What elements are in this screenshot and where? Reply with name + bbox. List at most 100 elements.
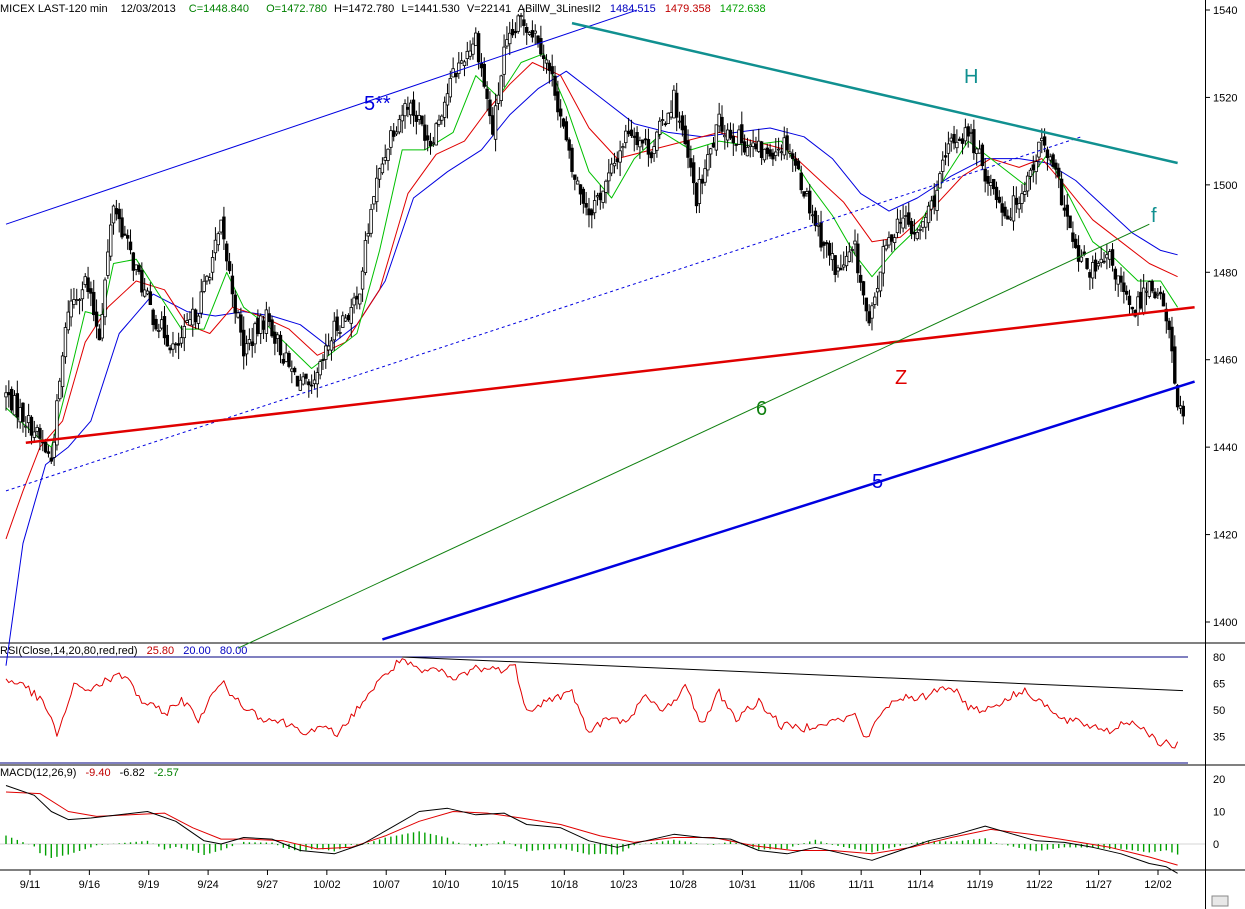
candle xyxy=(312,370,317,389)
candle xyxy=(691,155,696,195)
rsi-line xyxy=(5,658,1179,749)
candle xyxy=(592,190,597,220)
trendline-blue-1 xyxy=(5,136,1082,492)
candle xyxy=(533,24,537,45)
candle xyxy=(162,305,167,345)
rsi-tick-label: 50 xyxy=(1213,705,1225,717)
candle xyxy=(63,322,68,364)
candle xyxy=(615,151,619,170)
candle xyxy=(406,96,410,118)
candle xyxy=(558,99,563,128)
rsi-line xyxy=(5,658,1179,749)
candle xyxy=(604,179,608,204)
rsi-header: RSI(Close,14,20,80,red,red) 25.80 20.00 … xyxy=(0,645,247,657)
header-ma-green: 1472.638 xyxy=(720,3,766,15)
candle xyxy=(386,148,390,171)
candle xyxy=(952,125,956,150)
candle xyxy=(573,174,577,191)
candle xyxy=(997,190,1002,204)
candle xyxy=(655,130,659,158)
candle xyxy=(963,118,968,146)
candle xyxy=(281,353,286,366)
candle xyxy=(1150,279,1154,294)
candle xyxy=(850,246,854,263)
candle xyxy=(97,324,102,341)
candle xyxy=(686,129,690,169)
candle xyxy=(632,127,636,152)
candle xyxy=(510,19,515,38)
candle xyxy=(745,137,750,157)
candle xyxy=(966,123,970,148)
candle xyxy=(454,71,458,84)
candle xyxy=(346,313,351,322)
header-ma-blue: 1484.515 xyxy=(610,3,656,15)
candle xyxy=(742,134,747,155)
candle xyxy=(191,297,195,337)
candle xyxy=(21,402,25,433)
candle xyxy=(171,331,175,357)
candle xyxy=(697,167,702,213)
rsi-levels xyxy=(0,656,1188,764)
candle xyxy=(151,308,155,332)
candle xyxy=(539,25,543,57)
rsi-trendline xyxy=(402,656,1184,692)
annotation-h: H xyxy=(964,66,978,88)
ma-fast-green-line xyxy=(5,53,1179,448)
candle xyxy=(392,123,396,142)
candle xyxy=(601,190,605,209)
candle xyxy=(1091,255,1095,289)
candle xyxy=(1099,247,1103,268)
scroll-handle[interactable] xyxy=(1211,895,1229,907)
candle xyxy=(836,264,840,278)
candle xyxy=(675,82,679,132)
candle xyxy=(157,323,161,339)
trendline-H xyxy=(571,21,1178,165)
candle xyxy=(142,277,147,298)
candle xyxy=(496,82,501,111)
candle xyxy=(875,275,880,306)
candle xyxy=(1113,266,1118,291)
candle xyxy=(1031,155,1035,183)
candle xyxy=(253,321,257,354)
candle xyxy=(1088,269,1092,290)
candle xyxy=(1119,267,1123,292)
candle xyxy=(550,54,554,87)
candle xyxy=(273,325,277,356)
candle xyxy=(994,181,999,209)
candle xyxy=(708,147,713,168)
candle xyxy=(131,251,136,282)
candle xyxy=(26,403,31,434)
candle xyxy=(890,234,894,253)
candle xyxy=(72,287,76,309)
date-tick-label: 10/07 xyxy=(372,879,400,891)
candle xyxy=(465,41,469,66)
date-tick-label: 9/27 xyxy=(257,879,278,891)
candle xyxy=(244,335,249,366)
candle xyxy=(1006,209,1010,220)
candle xyxy=(918,225,922,240)
candle xyxy=(459,52,464,64)
candle xyxy=(638,136,642,159)
candle xyxy=(1062,195,1067,217)
candle xyxy=(4,385,8,411)
candle xyxy=(898,209,902,234)
candle xyxy=(77,298,82,315)
header-open: O=1472.780 xyxy=(266,3,327,15)
candle xyxy=(1034,154,1038,185)
candle xyxy=(360,267,365,302)
candle xyxy=(813,207,818,232)
price-tick-label: 1400 xyxy=(1213,617,1237,629)
candle xyxy=(858,265,863,291)
candle xyxy=(1116,275,1120,297)
rsi-axis: 35 50 65 80 xyxy=(1213,652,1225,744)
candle xyxy=(861,280,866,305)
candle xyxy=(29,415,34,445)
candle xyxy=(372,195,376,210)
candle xyxy=(423,114,427,150)
candle xyxy=(1028,167,1033,190)
candle xyxy=(349,298,353,338)
candle xyxy=(1020,184,1024,213)
candle xyxy=(943,142,948,166)
annotation-f: f xyxy=(1151,205,1157,227)
